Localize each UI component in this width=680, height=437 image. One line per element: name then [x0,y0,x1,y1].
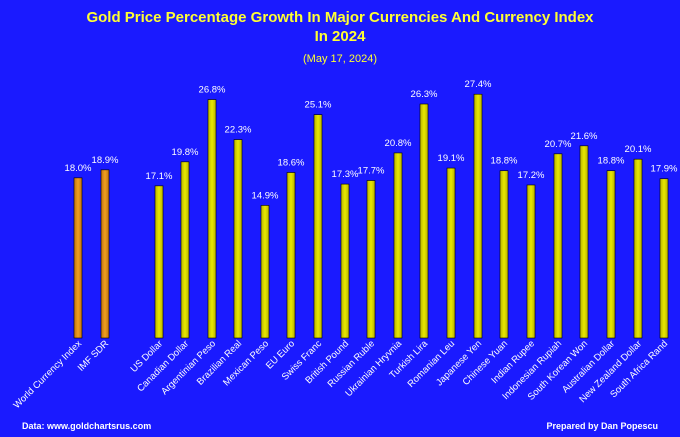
value-label: 17.2% [518,170,545,181]
value-label: 20.8% [385,138,412,149]
bar-turkish-lira [419,103,429,339]
bar-australian-dollar [606,170,616,339]
bar-world-currency-index [73,177,83,339]
bar-south-africa-rand [659,178,669,339]
value-label: 21.6% [571,131,598,142]
value-label: 20.7% [545,139,572,150]
value-label: 20.1% [625,144,652,155]
bar-new-zealand-dollar [633,158,643,339]
bar-indian-rupee [526,184,536,339]
value-label: 26.8% [199,85,226,96]
bar-japanese-yen [473,93,483,339]
value-label: 27.4% [465,79,492,90]
value-label: 19.1% [438,153,465,164]
bar-romanian-leu [446,167,456,339]
value-label: 26.3% [411,89,438,100]
credit-line: Prepared by Dan Popescu [546,421,658,431]
value-label: 18.6% [278,158,305,169]
value-label: 22.3% [225,125,252,136]
bar-british-pound [340,183,350,339]
chart-title-line-2: In 2024 [314,28,366,45]
chart-title-line-1: Gold Price Percentage Growth In Major Cu… [86,9,594,26]
value-label: 17.7% [358,166,385,177]
value-label: 17.1% [146,171,173,182]
chart-title: Gold Price Percentage Growth In Major Cu… [0,8,680,46]
value-label: 18.0% [65,163,92,174]
bar-imf-sdr [100,169,110,339]
category-label: World Currency Index [11,338,84,411]
data-source: Data: www.goldchartsrus.com [22,421,152,431]
bar-chinese-yuan [499,170,509,339]
bar-indonesian-rupiah [553,153,563,339]
value-label: 19.8% [172,147,199,158]
value-label: 18.8% [598,156,625,167]
bar-russian-ruble [366,180,376,339]
value-label: 18.9% [92,155,119,166]
bar-canadian-dollar [180,161,190,339]
bar-brazilian-real [233,139,243,339]
value-label: 17.3% [332,169,359,180]
bar-ukrainian-hryvnia [393,152,403,339]
value-label: 17.9% [651,164,678,175]
chart-subtitle: (May 17, 2024) [303,53,377,65]
value-label: 14.9% [252,190,279,201]
bar-us-dollar [154,185,164,339]
value-label: 25.1% [305,100,332,111]
bar-swiss-franc [313,114,323,339]
bar-argentinian-peso [207,99,217,339]
bar-eu-euro [286,172,296,339]
bar-south-korean-won [579,145,589,339]
bar-mexican-peso [260,205,270,339]
value-label: 18.8% [491,156,518,167]
